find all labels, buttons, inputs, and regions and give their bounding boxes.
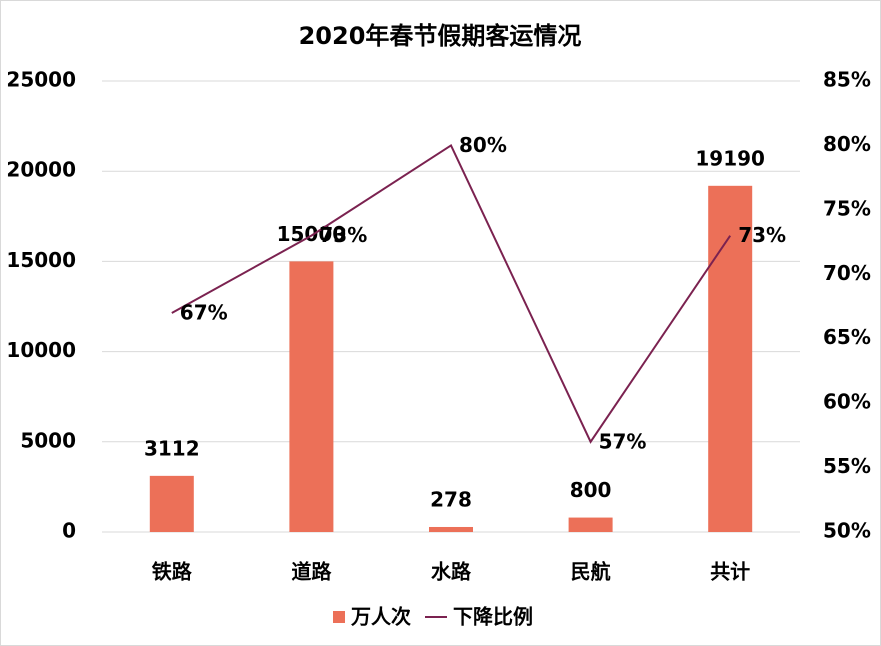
line: [171, 143, 732, 444]
y2-tick-label: 65%: [823, 325, 871, 349]
x-tick-label: 共计: [710, 560, 750, 584]
y2-tick-label: 85%: [823, 68, 871, 92]
x-tick-label: 道路: [291, 560, 332, 584]
x-tick-label: 水路: [431, 560, 472, 584]
x-tick-label: 民航: [571, 560, 611, 584]
y2-tick-label: 75%: [823, 196, 871, 220]
y2-tick-label: 70%: [823, 261, 871, 285]
data-label: 73%: [738, 223, 786, 247]
bar: [708, 185, 753, 533]
data-label: 57%: [599, 429, 647, 453]
y2-tick-label: 60%: [823, 390, 871, 414]
data-label: 19190: [695, 146, 765, 170]
y-tick-label: 0: [62, 519, 76, 543]
y-tick-label: 15000: [6, 248, 76, 272]
data-label: 278: [430, 487, 472, 511]
data-label: 67%: [180, 300, 228, 324]
x-tick-label: 铁路: [152, 560, 193, 584]
y-tick-label: 5000: [20, 428, 76, 452]
bar: [429, 526, 473, 532]
bar: [289, 261, 334, 532]
chart-title: 2020年春节假期客运情况: [299, 22, 582, 50]
y-tick-label: 10000: [6, 338, 76, 362]
y-tick-label: 25000: [6, 68, 76, 92]
data-label: 3112: [144, 436, 200, 460]
bar: [568, 517, 613, 532]
y-tick-label: 20000: [6, 158, 76, 182]
legend-label: 下降比例: [453, 605, 533, 629]
y2-tick-label: 80%: [823, 132, 871, 156]
y2-tick-label: 55%: [823, 454, 871, 478]
data-label: 800: [570, 478, 612, 502]
legend-swatch: [333, 611, 345, 623]
y2-tick-label: 50%: [823, 519, 871, 543]
data-label: 73%: [319, 223, 367, 247]
data-label: 15000: [277, 222, 347, 246]
data-label: 80%: [459, 133, 507, 157]
bar: [149, 475, 194, 532]
legend-label: 万人次: [350, 605, 411, 629]
